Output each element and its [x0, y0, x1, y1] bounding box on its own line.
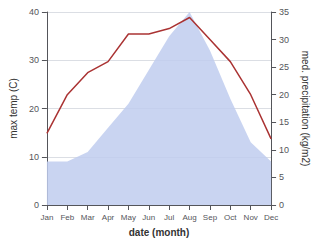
svg-text:Jul: Jul [164, 213, 174, 222]
svg-text:med. precipitation (kg/m2): med. precipitation (kg/m2) [300, 51, 311, 167]
svg-text:10: 10 [29, 152, 39, 162]
svg-text:15: 15 [279, 117, 289, 127]
svg-text:Jun: Jun [142, 213, 155, 222]
svg-text:0: 0 [279, 200, 284, 210]
svg-text:Jan: Jan [40, 213, 53, 222]
svg-text:20: 20 [29, 104, 39, 114]
svg-text:May: May [121, 213, 136, 222]
svg-text:Dec: Dec [264, 213, 278, 222]
svg-text:0: 0 [34, 200, 39, 210]
svg-text:20: 20 [279, 90, 289, 100]
svg-text:Apr: Apr [102, 213, 115, 222]
svg-text:Oct: Oct [224, 213, 237, 222]
svg-text:Mar: Mar [81, 213, 95, 222]
svg-text:Nov: Nov [244, 213, 258, 222]
svg-text:date (month): date (month) [129, 227, 190, 238]
svg-text:Aug: Aug [182, 213, 196, 222]
svg-text:35: 35 [279, 7, 289, 17]
svg-text:25: 25 [279, 62, 289, 72]
svg-text:max temp (C): max temp (C) [8, 78, 19, 139]
svg-text:10: 10 [279, 145, 289, 155]
svg-text:30: 30 [29, 55, 39, 65]
svg-text:Feb: Feb [60, 213, 74, 222]
svg-text:40: 40 [29, 7, 39, 17]
svg-text:Sep: Sep [203, 213, 218, 222]
svg-text:30: 30 [279, 35, 289, 45]
svg-text:5: 5 [279, 172, 284, 182]
